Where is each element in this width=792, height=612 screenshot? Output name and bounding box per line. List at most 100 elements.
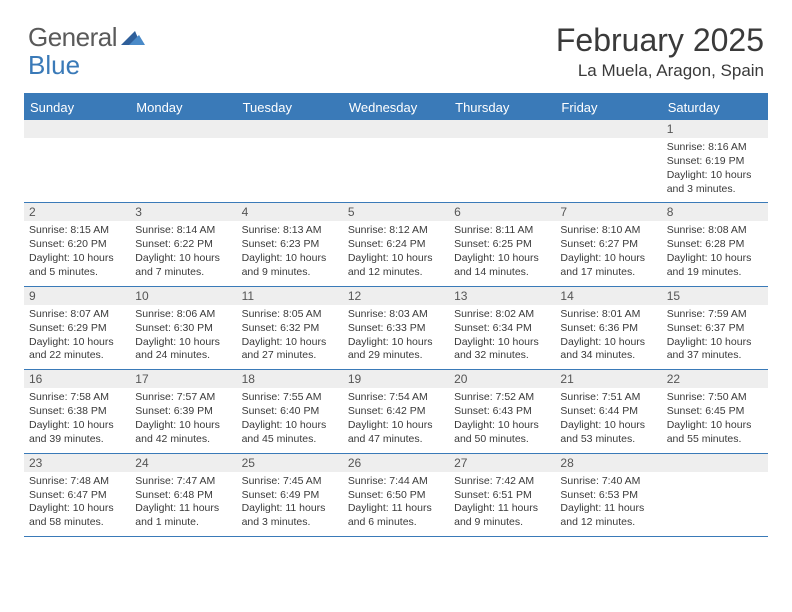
sunset-text: Sunset: 6:37 PM: [667, 322, 763, 336]
day-number: 13: [449, 287, 555, 305]
day-number: [449, 120, 555, 138]
sunrise-text: Sunrise: 8:10 AM: [560, 224, 656, 238]
day-number: 26: [343, 454, 449, 472]
day-cell: Sunrise: 8:11 AMSunset: 6:25 PMDaylight:…: [449, 221, 555, 285]
sunrise-text: Sunrise: 8:07 AM: [29, 308, 125, 322]
day-number-row: 1: [24, 120, 768, 138]
sunset-text: Sunset: 6:50 PM: [348, 489, 444, 503]
daylight-text: Daylight: 10 hours and 9 minutes.: [242, 252, 338, 280]
day-number: 1: [662, 120, 768, 138]
daylight-text: Daylight: 10 hours and 39 minutes.: [29, 419, 125, 447]
day-cell: Sunrise: 8:07 AMSunset: 6:29 PMDaylight:…: [24, 305, 130, 369]
daylight-text: Daylight: 10 hours and 34 minutes.: [560, 336, 656, 364]
day-cell: Sunrise: 8:16 AMSunset: 6:19 PMDaylight:…: [662, 138, 768, 202]
sunrise-text: Sunrise: 7:44 AM: [348, 475, 444, 489]
title-block: February 2025 La Muela, Aragon, Spain: [556, 22, 764, 81]
sunrise-text: Sunrise: 8:02 AM: [454, 308, 550, 322]
day-cell: [662, 472, 768, 536]
day-cell: Sunrise: 7:45 AMSunset: 6:49 PMDaylight:…: [237, 472, 343, 536]
day-header: Saturday: [662, 95, 768, 120]
day-cell: Sunrise: 7:42 AMSunset: 6:51 PMDaylight:…: [449, 472, 555, 536]
logo-text-2: Blue: [28, 50, 80, 81]
sunset-text: Sunset: 6:34 PM: [454, 322, 550, 336]
day-cell: Sunrise: 8:06 AMSunset: 6:30 PMDaylight:…: [130, 305, 236, 369]
day-cell: [237, 138, 343, 202]
logo-triangle-icon: [121, 29, 145, 47]
day-cell: Sunrise: 7:59 AMSunset: 6:37 PMDaylight:…: [662, 305, 768, 369]
sunrise-text: Sunrise: 7:50 AM: [667, 391, 763, 405]
daylight-text: Daylight: 10 hours and 12 minutes.: [348, 252, 444, 280]
daylight-text: Daylight: 10 hours and 14 minutes.: [454, 252, 550, 280]
day-cell: Sunrise: 8:05 AMSunset: 6:32 PMDaylight:…: [237, 305, 343, 369]
daylight-text: Daylight: 10 hours and 47 minutes.: [348, 419, 444, 447]
sunset-text: Sunset: 6:23 PM: [242, 238, 338, 252]
sunrise-text: Sunrise: 8:11 AM: [454, 224, 550, 238]
sunrise-text: Sunrise: 8:08 AM: [667, 224, 763, 238]
day-cell: Sunrise: 7:55 AMSunset: 6:40 PMDaylight:…: [237, 388, 343, 452]
day-cell: [130, 138, 236, 202]
day-cell: Sunrise: 7:51 AMSunset: 6:44 PMDaylight:…: [555, 388, 661, 452]
day-cell: Sunrise: 7:52 AMSunset: 6:43 PMDaylight:…: [449, 388, 555, 452]
week-row: 232425262728Sunrise: 7:48 AMSunset: 6:47…: [24, 454, 768, 537]
sunset-text: Sunset: 6:28 PM: [667, 238, 763, 252]
day-cell: Sunrise: 7:54 AMSunset: 6:42 PMDaylight:…: [343, 388, 449, 452]
sunrise-text: Sunrise: 7:40 AM: [560, 475, 656, 489]
day-number: 19: [343, 370, 449, 388]
sunrise-text: Sunrise: 7:52 AM: [454, 391, 550, 405]
day-number: 4: [237, 203, 343, 221]
week-row: 16171819202122Sunrise: 7:58 AMSunset: 6:…: [24, 370, 768, 453]
daylight-text: Daylight: 11 hours and 1 minute.: [135, 502, 231, 530]
day-cell: Sunrise: 8:01 AMSunset: 6:36 PMDaylight:…: [555, 305, 661, 369]
day-number: 3: [130, 203, 236, 221]
day-number: 10: [130, 287, 236, 305]
day-number-row: 232425262728: [24, 454, 768, 472]
day-number-row: 16171819202122: [24, 370, 768, 388]
week-row: 2345678Sunrise: 8:15 AMSunset: 6:20 PMDa…: [24, 203, 768, 286]
sunrise-text: Sunrise: 7:58 AM: [29, 391, 125, 405]
sunrise-text: Sunrise: 8:03 AM: [348, 308, 444, 322]
daylight-text: Daylight: 10 hours and 3 minutes.: [667, 169, 763, 197]
day-cell: Sunrise: 7:40 AMSunset: 6:53 PMDaylight:…: [555, 472, 661, 536]
day-header: Tuesday: [237, 95, 343, 120]
sunset-text: Sunset: 6:30 PM: [135, 322, 231, 336]
sunset-text: Sunset: 6:48 PM: [135, 489, 231, 503]
daylight-text: Daylight: 11 hours and 9 minutes.: [454, 502, 550, 530]
day-number: 21: [555, 370, 661, 388]
sunrise-text: Sunrise: 8:15 AM: [29, 224, 125, 238]
day-number: 20: [449, 370, 555, 388]
day-number: [24, 120, 130, 138]
daylight-text: Daylight: 10 hours and 5 minutes.: [29, 252, 125, 280]
sunset-text: Sunset: 6:38 PM: [29, 405, 125, 419]
sunset-text: Sunset: 6:33 PM: [348, 322, 444, 336]
sunset-text: Sunset: 6:42 PM: [348, 405, 444, 419]
day-number: 8: [662, 203, 768, 221]
day-cell: [343, 138, 449, 202]
daylight-text: Daylight: 10 hours and 37 minutes.: [667, 336, 763, 364]
day-number: 6: [449, 203, 555, 221]
sunset-text: Sunset: 6:29 PM: [29, 322, 125, 336]
daylight-text: Daylight: 10 hours and 45 minutes.: [242, 419, 338, 447]
daylight-text: Daylight: 10 hours and 24 minutes.: [135, 336, 231, 364]
day-cell: Sunrise: 8:03 AMSunset: 6:33 PMDaylight:…: [343, 305, 449, 369]
day-number-row: 9101112131415: [24, 287, 768, 305]
cells-row: Sunrise: 7:48 AMSunset: 6:47 PM Daylight:…: [24, 472, 768, 536]
day-number: 5: [343, 203, 449, 221]
day-cell: Sunrise: 8:02 AMSunset: 6:34 PMDaylight:…: [449, 305, 555, 369]
day-number: 28: [555, 454, 661, 472]
sunrise-text: Sunrise: 8:13 AM: [242, 224, 338, 238]
cells-row: Sunrise: 8:07 AMSunset: 6:29 PM Daylight:…: [24, 305, 768, 369]
day-cell: Sunrise: 8:08 AMSunset: 6:28 PMDaylight:…: [662, 221, 768, 285]
sunset-text: Sunset: 6:32 PM: [242, 322, 338, 336]
day-number: 16: [24, 370, 130, 388]
sunrise-text: Sunrise: 8:05 AM: [242, 308, 338, 322]
day-number: 7: [555, 203, 661, 221]
sunset-text: Sunset: 6:25 PM: [454, 238, 550, 252]
sunrise-text: Sunrise: 7:42 AM: [454, 475, 550, 489]
sunrise-text: Sunrise: 7:48 AM: [29, 475, 125, 489]
sunset-text: Sunset: 6:47 PM: [29, 489, 125, 503]
day-number: 9: [24, 287, 130, 305]
sunset-text: Sunset: 6:49 PM: [242, 489, 338, 503]
daylight-text: Daylight: 10 hours and 17 minutes.: [560, 252, 656, 280]
sunrise-text: Sunrise: 7:47 AM: [135, 475, 231, 489]
day-cell: Sunrise: 7:58 AMSunset: 6:38 PMDaylight:…: [24, 388, 130, 452]
